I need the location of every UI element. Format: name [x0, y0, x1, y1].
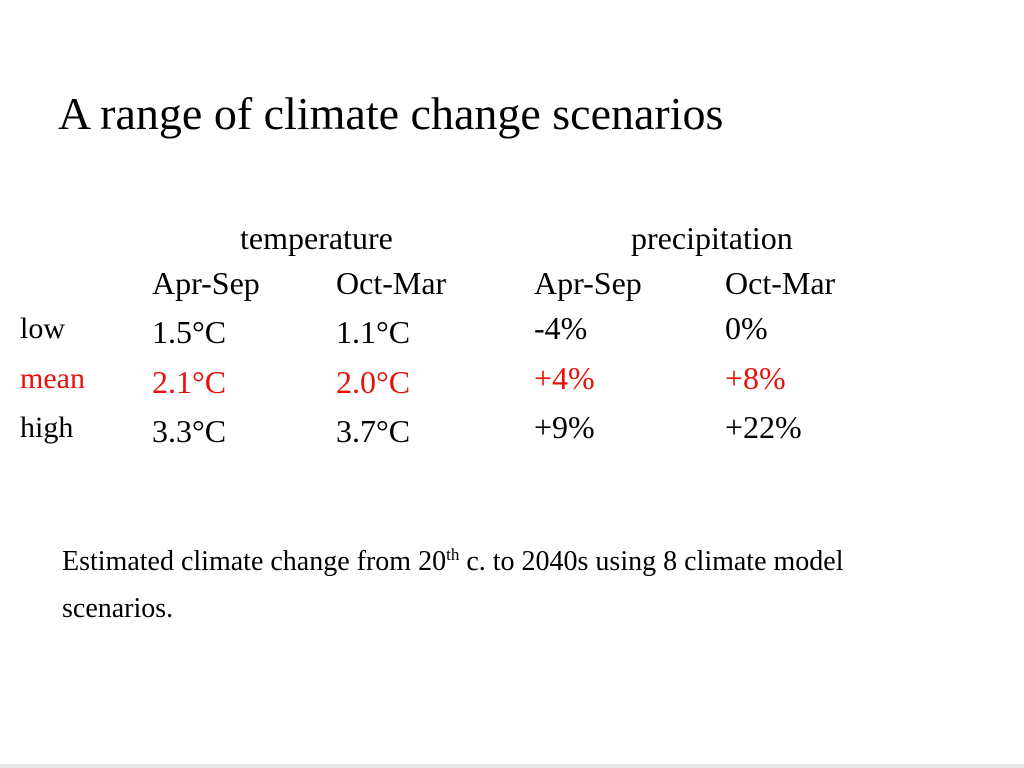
high-prec-apr-sep: +9% — [534, 409, 595, 445]
slide-title: A range of climate change scenarios — [58, 88, 724, 139]
high-temp-apr-sep: 3.3°C — [152, 413, 227, 449]
prec-apr-sep-header: Apr-Sep — [534, 265, 642, 301]
row-label-mean: mean — [20, 362, 85, 395]
temp-oct-mar-header: Oct-Mar — [336, 265, 447, 301]
low-prec-apr-sep: -4% — [534, 310, 588, 346]
high-temp-oct-mar: 3.7°C — [336, 413, 411, 449]
caption-text-after: c. to 2040s using 8 climate model scenar… — [62, 546, 844, 624]
low-temp-apr-sep: 1.5°C — [152, 314, 227, 350]
low-temp-oct-mar: 1.1°C — [336, 314, 411, 350]
mean-temp-apr-sep: 2.1°C — [152, 364, 227, 400]
temperature-group-header: temperature — [240, 220, 393, 256]
high-prec-oct-mar: +22% — [725, 409, 802, 445]
low-prec-oct-mar: 0% — [725, 310, 768, 346]
caption-superscript: th — [446, 545, 460, 564]
row-label-low: low — [20, 312, 65, 345]
mean-prec-oct-mar: +8% — [725, 360, 786, 396]
caption-text-before: Estimated climate change from 20 — [62, 546, 447, 577]
mean-temp-oct-mar: 2.0°C — [336, 364, 411, 400]
precipitation-group-header: precipitation — [631, 220, 793, 256]
temp-apr-sep-header: Apr-Sep — [152, 265, 260, 301]
bottom-divider — [0, 764, 1024, 768]
row-label-high: high — [20, 411, 74, 444]
prec-oct-mar-header: Oct-Mar — [725, 265, 836, 301]
mean-prec-apr-sep: +4% — [534, 360, 595, 396]
caption: Estimated climate change from 20th c. to… — [62, 540, 922, 631]
